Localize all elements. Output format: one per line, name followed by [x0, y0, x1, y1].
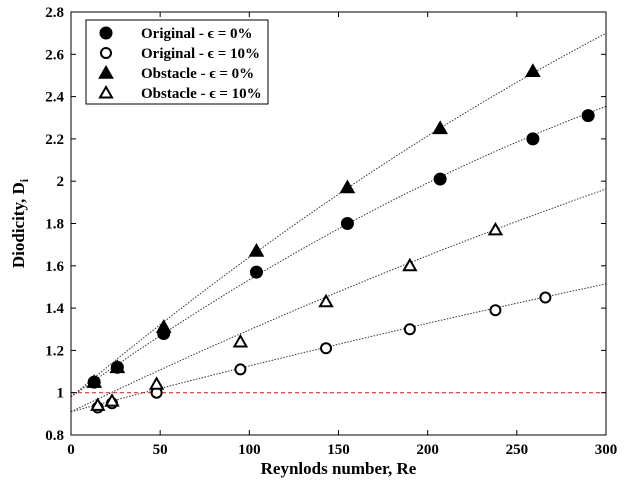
data-point-series-4: [318, 293, 334, 308]
y-tick-label: 1.4: [45, 301, 64, 317]
legend-marker-series-3: [98, 64, 114, 79]
data-point-series-4: [232, 333, 249, 348]
data-point-series-1: [249, 265, 263, 279]
data-point-series-2: [489, 304, 502, 317]
legend-label-series-3: Obstacle - ϵ = 0%: [141, 66, 254, 82]
y-tick-label: 1: [57, 386, 65, 402]
data-point-series-3: [432, 120, 449, 135]
y-tick-label: 2.6: [45, 47, 64, 63]
data-point-series-1: [340, 217, 354, 230]
data-point-series-4: [487, 221, 504, 236]
legend: Original - ϵ = 0% Original - ϵ = 10% Obsta…: [85, 19, 269, 105]
data-point-series-1: [433, 172, 447, 186]
data-point-series-2: [539, 291, 552, 304]
y-tick-label: 0.8: [45, 428, 64, 444]
data-point-series-4: [148, 376, 165, 390]
x-tick-label: 200: [416, 442, 439, 458]
x-tick-label: 0: [67, 442, 75, 458]
y-tick-label: 2.8: [45, 5, 64, 21]
data-point-series-3: [109, 359, 126, 374]
data-point-series-4: [104, 393, 120, 407]
data-point-series-1: [526, 132, 540, 146]
legend-marker-series-4: [98, 84, 114, 99]
y-tick-label: 2: [57, 174, 65, 190]
data-point-series-2: [320, 342, 333, 355]
y-tick-label: 2.2: [45, 132, 64, 148]
y-tick-label: 1.6: [45, 259, 64, 275]
y-tick-label: 2.4: [45, 90, 64, 106]
x-tick-label: 100: [238, 442, 261, 458]
data-point-series-4: [90, 397, 106, 411]
fit-line-series-4: [70, 188, 607, 413]
legend-marker-series-2: [100, 47, 112, 59]
data-point-series-3: [248, 242, 265, 257]
x-axis-label: Reynlods number, Re: [261, 459, 417, 478]
legend-label-series-2: Original - ϵ = 10%: [141, 46, 260, 62]
fit-line-series-1: [70, 105, 607, 398]
legend-box: [85, 19, 269, 105]
legend-marker-series-1: [99, 26, 113, 40]
x-tick-label: 250: [506, 442, 529, 458]
plot-layer: [70, 32, 607, 414]
data-point-series-3: [525, 63, 541, 77]
y-tick-label: 1.2: [45, 343, 64, 359]
y-axis-label: Diodicity, Di: [9, 178, 31, 268]
data-point-series-3: [155, 319, 172, 333]
data-point-series-4: [402, 257, 418, 272]
y-axis-label-main: Diodicity, D: [9, 182, 28, 268]
x-tick-label: 150: [327, 442, 350, 458]
legend-label-series-1: Original - ϵ = 0%: [141, 26, 253, 42]
x-tick-label: 50: [153, 442, 168, 458]
legend-label-series-4: Obstacle - ϵ = 10%: [141, 86, 262, 102]
y-axis-label-subscript: i: [17, 178, 31, 182]
fit-line-series-3: [70, 32, 607, 398]
x-tick-label: 300: [595, 442, 618, 458]
data-point-series-3: [339, 179, 356, 194]
y-tick-label: 1.8: [45, 217, 64, 233]
data-point-series-3: [86, 374, 103, 388]
data-point-series-1: [581, 109, 595, 123]
axis-ticks: 0 50 100 150 200 250 300 0.8 1 1.2 1.4 1.6 1.8 2 2.2 2.…: [45, 5, 617, 458]
data-point-series-2: [234, 363, 247, 376]
data-point-series-2: [403, 323, 416, 336]
